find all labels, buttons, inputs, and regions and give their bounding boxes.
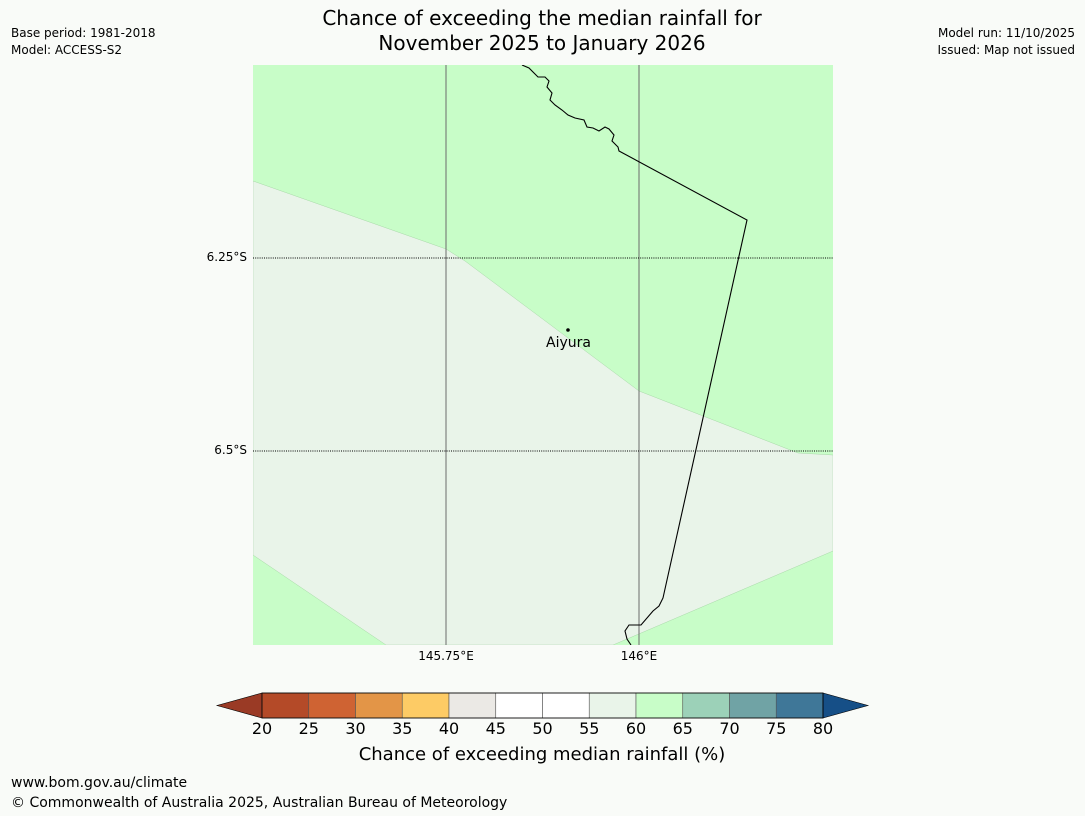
base-period-text: Base period: 1981-2018 [11,26,156,40]
lon-label-145-75e: 145.75°E [418,649,474,663]
colorbar-segment-65-70 [682,692,730,719]
colorbar-segment-60-65 [635,692,684,719]
lat-label-6-25s: 6.25°S [206,250,247,264]
colorbar-segment-40-45 [448,692,497,719]
colorbar-tick-30: 30 [345,719,366,738]
colorbar-tick-65: 65 [672,719,693,738]
colorbar-segment-20-25 [261,692,310,719]
model-run-text: Model run: 11/10/2025 [937,26,1075,40]
colorbar-tick-50: 50 [532,719,553,738]
colorbar-tick-25: 25 [298,719,319,738]
colorbar-arrow-below-20 [215,692,263,719]
international-border [521,65,748,645]
colorbar-segment-50-55 [542,692,590,719]
footer-website: www.bom.gov.au/climate [11,775,188,791]
colorbar-segment-35-40 [401,692,450,719]
colorbar-outline [261,692,824,719]
lon-label-146e: 146°E [620,649,658,663]
colorbar-tick-40: 40 [438,719,460,738]
colorbar-tick-70: 70 [719,719,740,738]
colorbar-tick-45: 45 [485,719,506,738]
colorbar-label: Chance of exceeding median rainfall (%) [358,744,726,765]
colorbar-segment-55-60 [588,692,637,719]
colorbar-segment-30-35 [355,692,403,719]
aiyura-label: Aiyura [546,335,591,351]
colorbar-segment-70-75 [729,692,777,719]
colorbar-tick-60: 60 [625,719,647,738]
colorbar-tick-55: 55 [579,719,600,738]
colorbar-segment-25-30 [308,692,356,719]
issued-text: Issued: Map not issued [937,43,1075,57]
colorbar-tick-20: 20 [251,719,273,738]
colorbar-tick-35: 35 [392,719,413,738]
colorbar-tick-75: 75 [766,719,787,738]
aiyura-marker [566,328,570,332]
colorbar [215,692,870,719]
meta-right: Model run: 11/10/2025 Issued: Map not is… [937,25,1075,59]
map-region-55-60 [253,180,833,645]
meta-left: Base period: 1981-2018 Model: ACCESS-S2 [11,25,156,59]
lat-label-6-5s: 6.5°S [214,443,247,457]
map-title-line-1: Chance of exceeding the median rainfall … [322,6,762,30]
map-title: Chance of exceeding the median rainfall … [242,6,842,56]
footer-copyright: © Commonwealth of Australia 2025, Austra… [11,795,508,811]
rainfall-map [253,65,833,645]
colorbar-segment-75-80 [775,692,824,719]
colorbar-arrow-above-80 [822,692,870,719]
model-text: Model: ACCESS-S2 [11,43,123,57]
colorbar-tick-80: 80 [812,719,834,738]
colorbar-segment-45-50 [495,692,543,719]
map-title-line-2: November 2025 to January 2026 [378,31,706,55]
